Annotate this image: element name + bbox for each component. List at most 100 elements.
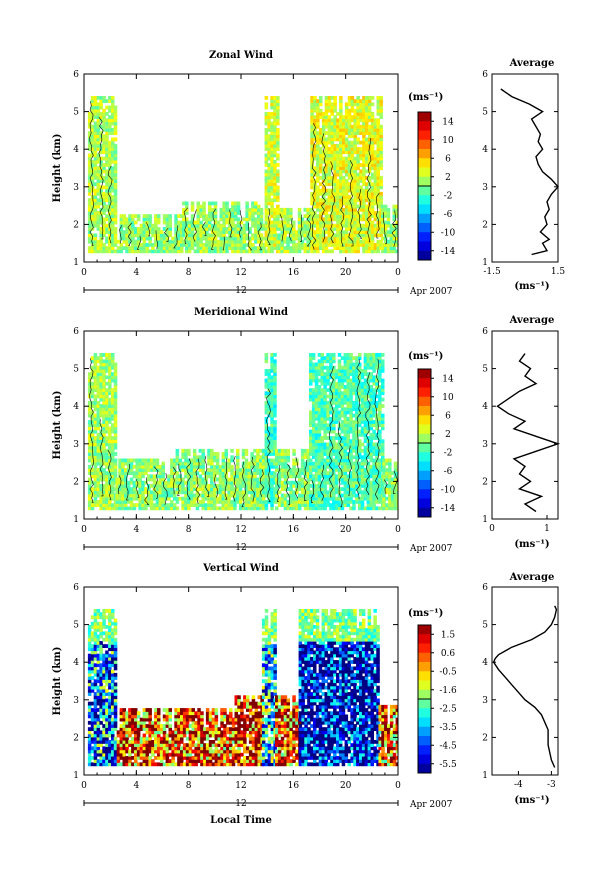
heatmap-cell: [181, 503, 185, 507]
heatmap-cell: [181, 461, 185, 466]
heatmap-cell: [111, 471, 115, 475]
heatmap-cell: [350, 105, 355, 110]
heatmap-cell: [342, 137, 346, 142]
heatmap-cell: [320, 416, 324, 421]
heatmap-cell: [199, 236, 203, 241]
heatmap-cell: [379, 159, 383, 164]
colorbar-swatch: [418, 250, 431, 261]
heatmap-cell: [314, 404, 319, 408]
heatmap-cell: [314, 439, 319, 444]
heatmap-cell: [297, 217, 302, 222]
heatmap-cell: [323, 391, 327, 396]
heatmap-cell: [319, 227, 323, 231]
heatmap-cell: [144, 461, 148, 466]
heatmap-cell: [162, 227, 167, 231]
heatmap-cell: [339, 134, 343, 139]
heatmap-cell: [292, 458, 296, 463]
heatmap-cell: [273, 163, 277, 167]
heatmap-cell: [113, 375, 118, 380]
heatmap-cell: [342, 128, 346, 132]
heatmap-cell: [210, 458, 214, 463]
heatmap-cell: [356, 99, 360, 103]
heatmap-cell: [141, 480, 145, 485]
heatmap-cell: [247, 500, 251, 504]
heatmap-cell: [277, 246, 282, 250]
heatmap-cell: [342, 249, 346, 254]
heatmap-cell: [87, 182, 92, 187]
heatmap-cell: [273, 246, 277, 250]
heatmap-cell: [344, 172, 349, 177]
heatmap-cell: [108, 143, 112, 148]
heatmap-cell: [343, 500, 348, 504]
heatmap-cell: [336, 220, 340, 225]
heatmap-cell: [190, 471, 194, 475]
heatmap-cell: [96, 115, 101, 119]
heatmap-cell: [309, 391, 313, 396]
heatmap-cell: [111, 153, 115, 158]
heatmap-cell: [264, 400, 269, 405]
heatmap-cell: [251, 204, 255, 209]
heatmap-cell: [224, 496, 228, 501]
heatmap-cell: [340, 500, 345, 504]
heatmap-cell: [225, 220, 229, 225]
heatmap-cell: [292, 503, 296, 507]
heatmap-cell: [121, 506, 125, 511]
heatmap-cell: [376, 233, 380, 238]
heatmap-cell: [196, 207, 200, 212]
heatmap-cell: [344, 246, 349, 250]
heatmap-cell: [182, 214, 186, 218]
heatmap-cell: [292, 493, 296, 498]
heatmap-cell: [373, 233, 378, 238]
heatmap-cell: [87, 448, 92, 453]
heatmap-cell: [311, 388, 316, 392]
heatmap-cell: [270, 452, 274, 456]
heatmap-cell: [259, 243, 264, 247]
heatmap-cell: [261, 480, 266, 485]
heatmap-cell: [300, 471, 305, 475]
heatmap-cell: [138, 464, 142, 469]
heatmap-cell: [327, 121, 332, 126]
heatmap-cell: [319, 191, 323, 196]
heatmap-cell: [273, 378, 277, 383]
heatmap-cell: [355, 493, 359, 498]
heatmap-cell: [270, 115, 274, 119]
heatmap-cell: [306, 480, 311, 485]
heatmap-cell: [376, 112, 380, 116]
heatmap-cell: [111, 464, 115, 469]
heatmap-cell: [192, 500, 197, 504]
heatmap-cell: [376, 191, 380, 196]
heatmap-cell: [165, 249, 170, 254]
heatmap-cell: [182, 220, 186, 225]
heatmap-cell: [259, 239, 264, 244]
heatmap-cell: [264, 503, 269, 507]
heatmap-cell: [187, 464, 191, 469]
heatmap-cell: [225, 227, 229, 231]
heatmap-cell: [313, 137, 317, 142]
heatmap-cell: [336, 134, 340, 139]
heatmap-cell: [231, 207, 235, 212]
heatmap-cell: [231, 223, 235, 228]
heatmap-cell: [87, 134, 92, 139]
heatmap-cell: [373, 191, 378, 196]
heatmap-cell: [270, 147, 274, 151]
heatmap-cell: [314, 490, 319, 495]
heatmap-cell: [333, 137, 337, 142]
heatmap-cell: [142, 243, 147, 247]
heatmap-cell: [376, 156, 380, 161]
heatmap-cell: [370, 239, 375, 244]
heatmap-cell: [270, 185, 274, 190]
heatmap-cell: [151, 230, 155, 234]
heatmap-cell: [319, 204, 323, 209]
heatmap-cell: [254, 201, 258, 206]
heatmap-cell: [367, 115, 372, 119]
heatmap-cell: [132, 458, 137, 463]
heatmap-cell: [126, 487, 131, 491]
heatmap-cell: [344, 150, 349, 155]
heatmap-cell: [111, 105, 115, 110]
heatmap-cell: [276, 102, 280, 107]
heatmap-cell: [108, 429, 112, 434]
heatmap-cell: [270, 236, 274, 241]
heatmap-cell: [355, 362, 359, 367]
heatmap-cell: [321, 204, 326, 209]
